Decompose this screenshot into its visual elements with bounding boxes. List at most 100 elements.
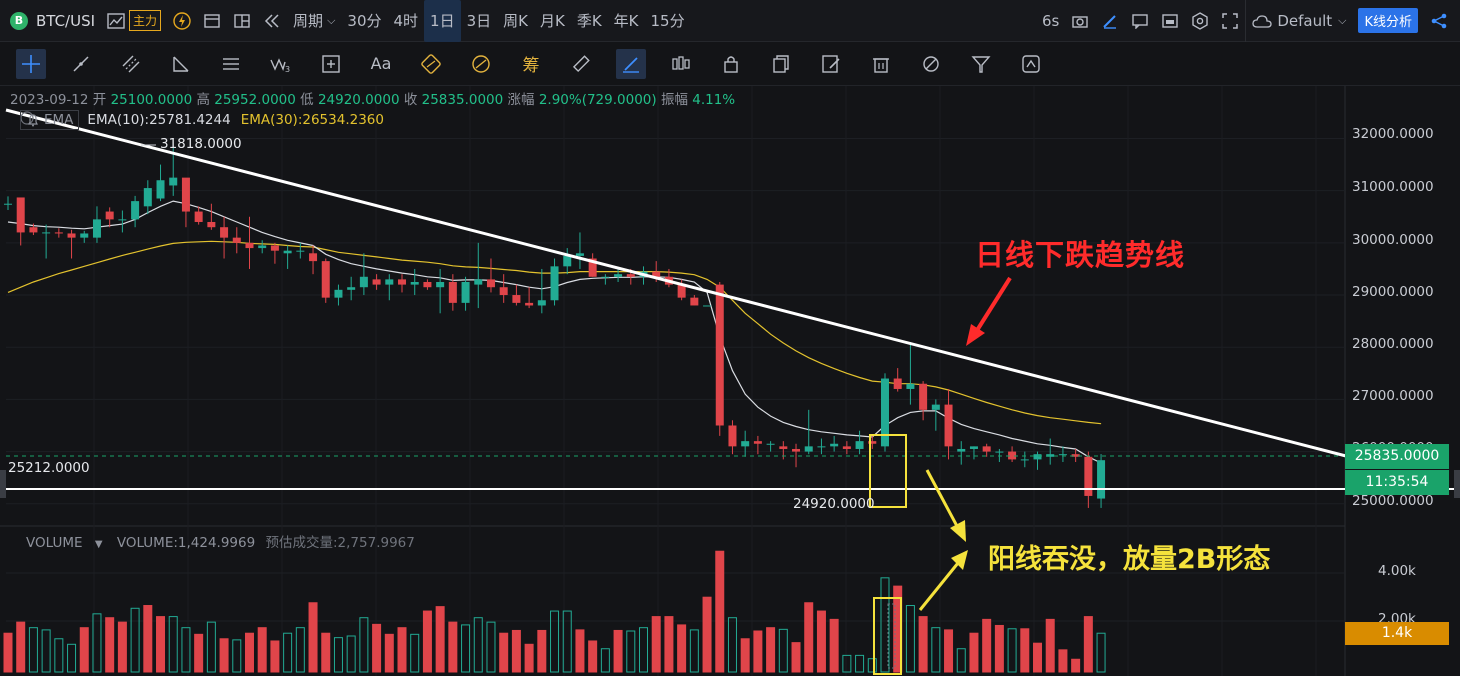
theme-label: Default (1277, 11, 1333, 30)
candle-up (931, 404, 940, 410)
copy-tool[interactable] (766, 49, 796, 79)
period-menu[interactable]: 周期 ⌵ (287, 0, 341, 42)
theme-selector[interactable]: Default ⌵ (1245, 0, 1352, 42)
ema-settings-chip[interactable]: EMA (20, 110, 80, 130)
info-change: 2.90%(729.0000) (538, 92, 657, 108)
candlestick-chart[interactable] (0, 86, 1460, 676)
flash-button[interactable] (167, 0, 197, 42)
copy-icon (773, 54, 789, 73)
tf-month[interactable]: 月K (539, 12, 565, 30)
magnet-tool[interactable] (616, 48, 646, 79)
candle-down (321, 261, 330, 298)
template-icon (1162, 13, 1179, 28)
candle-down (690, 297, 699, 306)
candle-up (410, 281, 419, 285)
parallel-channel-tool[interactable] (116, 49, 146, 79)
volume-bar (143, 605, 153, 673)
candle-up (537, 300, 546, 306)
candle-down (728, 425, 737, 447)
volume-bar (54, 638, 64, 673)
candle-down (588, 258, 597, 277)
gear-icon (1192, 11, 1209, 30)
crosshair-tool[interactable] (16, 48, 46, 79)
kline-analysis-button[interactable]: K线分析 (1358, 8, 1418, 33)
tf-1d[interactable]: 1日 (424, 0, 461, 42)
trendline-tool[interactable] (66, 49, 96, 79)
candle-down (715, 284, 724, 426)
sync-tool[interactable] (1016, 49, 1046, 79)
fib-tool-1[interactable] (416, 49, 446, 79)
layout-button[interactable] (227, 0, 257, 42)
refresh-interval[interactable]: 6s (1041, 11, 1060, 30)
fullscreen-button[interactable] (1215, 0, 1245, 42)
yellow-arrow-up-head (951, 550, 968, 570)
box-tool[interactable] (316, 49, 346, 79)
text-tool[interactable]: Aa (366, 49, 396, 79)
volume-bar (295, 627, 305, 673)
rewind-icon (264, 13, 279, 28)
calendar-button[interactable] (197, 0, 227, 42)
candle-down (232, 237, 241, 243)
template-button[interactable] (1155, 0, 1185, 42)
angle-tool[interactable] (166, 49, 196, 79)
delete-tool[interactable] (866, 49, 896, 79)
left-edge-handle[interactable] (0, 470, 6, 498)
volume-bar (422, 610, 432, 673)
indicator-button[interactable]: 主力 (101, 0, 167, 42)
tf-15m[interactable]: 15分 (650, 12, 685, 30)
volume-bar (130, 607, 140, 673)
tf-year[interactable]: 年K (613, 12, 639, 30)
measure-tool[interactable] (566, 49, 596, 79)
candle-down (1008, 451, 1017, 460)
draw-button[interactable] (1095, 0, 1125, 42)
tf-season[interactable]: 季K (576, 12, 602, 30)
candle-up (830, 443, 839, 447)
screenshot-button[interactable] (1065, 0, 1095, 42)
trendline-icon (73, 55, 89, 72)
pen-ruler-icon (623, 56, 639, 73)
info-date: 2023-09-12 (10, 92, 89, 108)
tf-3d[interactable]: 3日 (466, 12, 492, 30)
volume-bar (842, 654, 852, 673)
volume-indicator-name[interactable]: VOLUME (26, 535, 83, 551)
volume-bar (461, 624, 471, 673)
candle-up (614, 274, 623, 277)
replay-button[interactable] (257, 0, 287, 42)
lock-tool[interactable] (716, 49, 746, 79)
volume-highlight-box (873, 597, 902, 675)
volume-bar (28, 627, 38, 673)
volume-bar (956, 648, 966, 673)
edit-tool[interactable] (816, 49, 846, 79)
sync-icon (1022, 54, 1040, 73)
chevron-down-icon: ⌵ (1338, 13, 1347, 27)
settings-button[interactable] (1185, 0, 1215, 42)
volume-bar (588, 640, 598, 673)
chevron-down-icon[interactable]: ▼ (94, 539, 103, 550)
volume-bar (778, 628, 788, 673)
pencil-icon (1103, 14, 1117, 29)
candle-style-tool[interactable] (666, 49, 696, 79)
share-button[interactable] (1424, 0, 1460, 42)
horizontal-lines-tool[interactable] (216, 49, 246, 79)
share-icon (1431, 13, 1447, 28)
fullscreen-icon (1222, 12, 1239, 29)
filter-tool[interactable] (966, 49, 996, 79)
candle-up (169, 177, 178, 186)
volume-bar (931, 627, 941, 673)
volume-bar (41, 629, 51, 673)
tf-30m[interactable]: 30分 (347, 12, 382, 30)
estimated-volume-bar (887, 603, 896, 669)
fib-tool-2[interactable] (466, 49, 496, 79)
info-close: 25835.0000 (421, 92, 504, 108)
candle-up (855, 441, 864, 449)
wave-tool[interactable]: 3 (266, 49, 296, 79)
red-arrow-head (966, 324, 985, 346)
tf-4h[interactable]: 4时 (393, 12, 419, 30)
right-edge-handle[interactable] (1454, 470, 1460, 498)
comment-button[interactable] (1125, 0, 1155, 42)
chip-tool[interactable]: 筹 (516, 49, 546, 79)
symbol-selector[interactable]: B BTC/USI (0, 0, 101, 42)
visibility-tool[interactable] (916, 49, 946, 79)
tf-week[interactable]: 周K (503, 12, 528, 30)
volume-bar (867, 658, 877, 673)
